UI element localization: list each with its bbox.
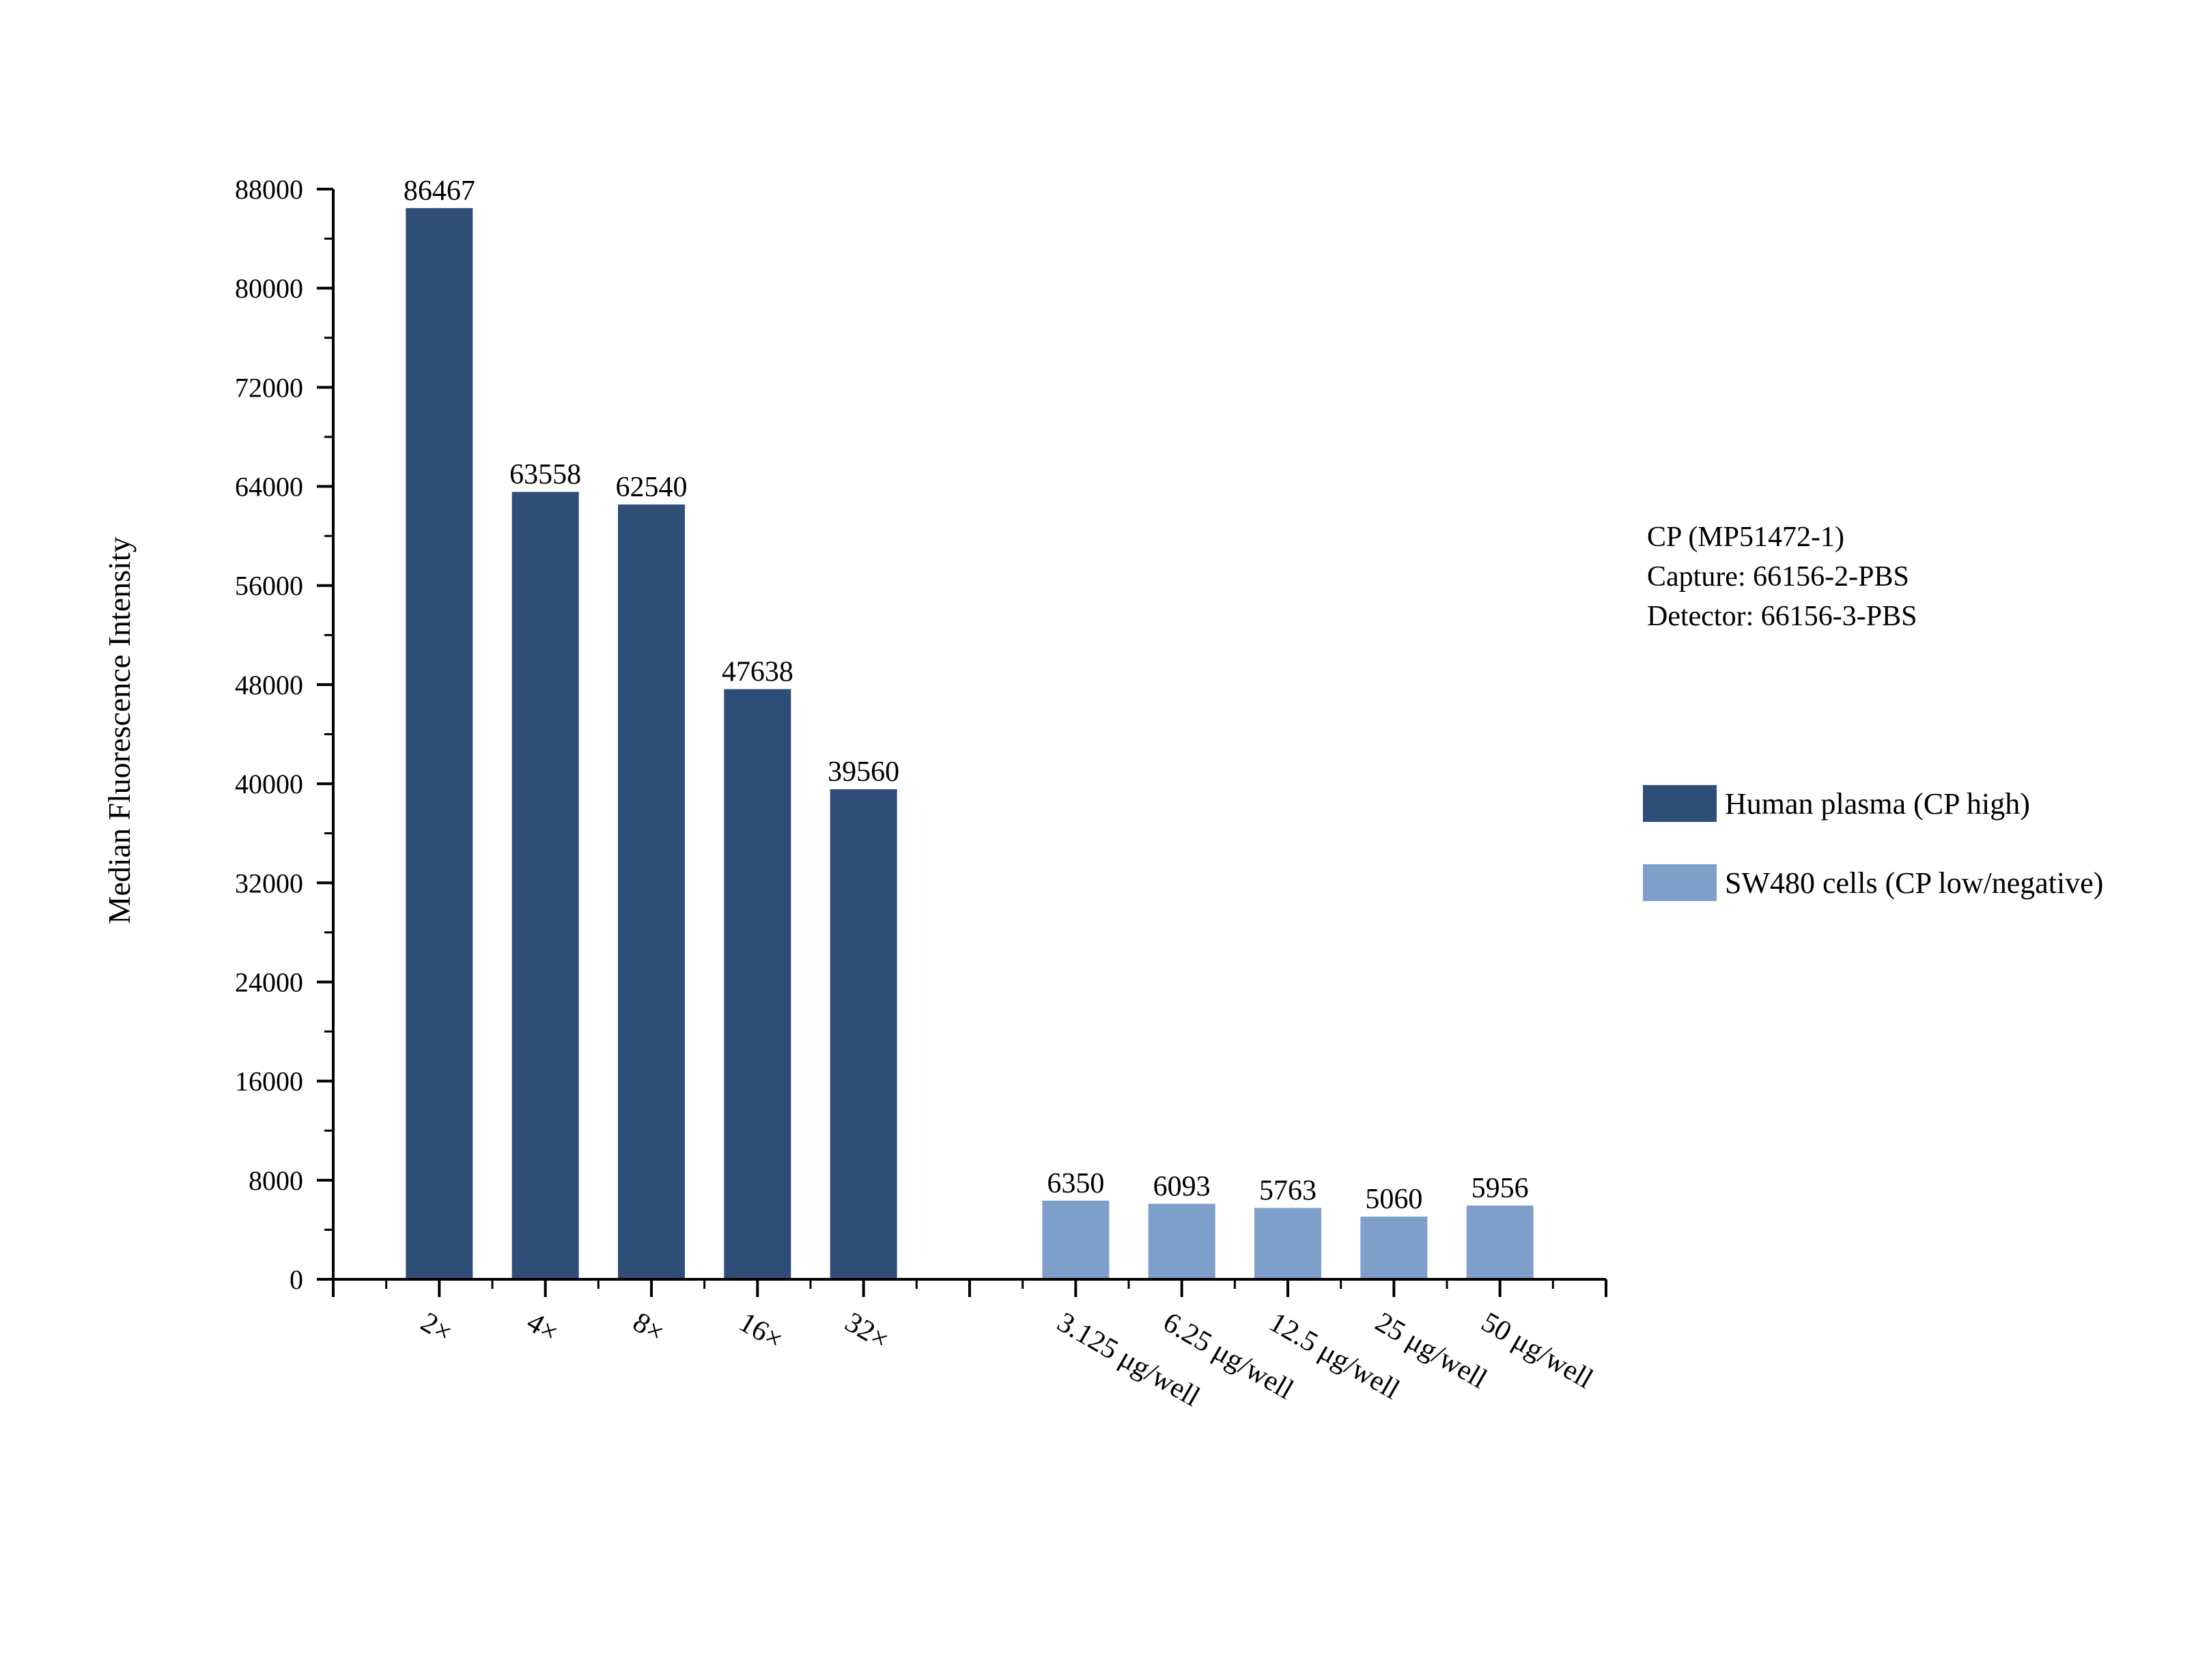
data-label-series-1-5: 39560 bbox=[828, 756, 899, 788]
annotation-line-3: Detector: 66156-3-PBS bbox=[1647, 601, 1917, 632]
y-tick-label: 56000 bbox=[235, 571, 303, 601]
y-tick-label: 8000 bbox=[249, 1165, 303, 1196]
y-tick-label: 24000 bbox=[235, 967, 303, 997]
bar-series-2-1 bbox=[1042, 1200, 1110, 1279]
y-tick-label: 88000 bbox=[235, 174, 303, 205]
bar-series-2-3 bbox=[1254, 1208, 1321, 1279]
data-label-series-1-4: 47638 bbox=[722, 656, 793, 687]
data-label-series-2-5: 5956 bbox=[1472, 1173, 1529, 1204]
bar-series-2-2 bbox=[1148, 1204, 1215, 1279]
legend-swatch-series-2 bbox=[1643, 864, 1717, 901]
y-tick-label: 32000 bbox=[235, 868, 303, 898]
bar-series-1-3 bbox=[618, 504, 685, 1279]
y-tick-label: 0 bbox=[290, 1264, 303, 1295]
y-tick-label: 48000 bbox=[235, 670, 303, 700]
data-label-series-2-3: 5763 bbox=[1259, 1175, 1317, 1206]
data-label-series-1-2: 63558 bbox=[509, 459, 581, 491]
category-label-series-2-5: 50 μg/well bbox=[1476, 1307, 1599, 1395]
category-label-series-1-5: 32× bbox=[840, 1307, 895, 1356]
bar-series-1-5 bbox=[830, 789, 897, 1279]
y-axis-title: Median Fluorescence Intensity bbox=[102, 537, 137, 924]
legend-label-series-2: SW480 cells (CP low/negative) bbox=[1725, 866, 2103, 900]
y-tick-label: 72000 bbox=[235, 372, 303, 403]
bar-series-1-1 bbox=[406, 208, 473, 1280]
category-label-series-1-1: 2× bbox=[415, 1307, 458, 1349]
category-label-series-1-2: 4× bbox=[522, 1307, 564, 1349]
data-label-series-2-4: 5060 bbox=[1365, 1184, 1422, 1215]
y-tick-label: 16000 bbox=[235, 1066, 303, 1097]
data-label-series-1-1: 86467 bbox=[404, 175, 475, 207]
legend-label-series-1: Human plasma (CP high) bbox=[1725, 787, 2030, 821]
annotation-line-2: Capture: 66156-2-PBS bbox=[1647, 561, 1909, 593]
y-tick-label: 40000 bbox=[235, 769, 303, 799]
y-tick-label: 64000 bbox=[235, 472, 303, 502]
bar-series-1-2 bbox=[511, 492, 579, 1279]
data-label-series-1-3: 62540 bbox=[616, 472, 688, 503]
bar-series-2-4 bbox=[1360, 1216, 1428, 1279]
category-label-series-1-3: 8× bbox=[628, 1307, 670, 1349]
annotation-line-1: CP (MP51472-1) bbox=[1647, 522, 1844, 553]
bar-series-1-4 bbox=[724, 689, 791, 1279]
data-label-series-2-2: 6093 bbox=[1153, 1171, 1211, 1202]
data-label-series-2-1: 6350 bbox=[1047, 1168, 1104, 1199]
annotation-block: CP (MP51472-1) Capture: 66156-2-PBS Dete… bbox=[1647, 522, 1917, 632]
bar-series-2-5 bbox=[1466, 1205, 1534, 1279]
category-label-series-1-4: 16× bbox=[733, 1307, 788, 1356]
legend: Human plasma (CP high) SW480 cells (CP l… bbox=[1643, 785, 2103, 901]
legend-swatch-series-1 bbox=[1643, 785, 1717, 822]
plot-area: 86467 2× 63558 4× 62540 8× 47638 16× 39560 32× 635… bbox=[235, 174, 1607, 1413]
y-tick-label: 80000 bbox=[235, 273, 303, 304]
